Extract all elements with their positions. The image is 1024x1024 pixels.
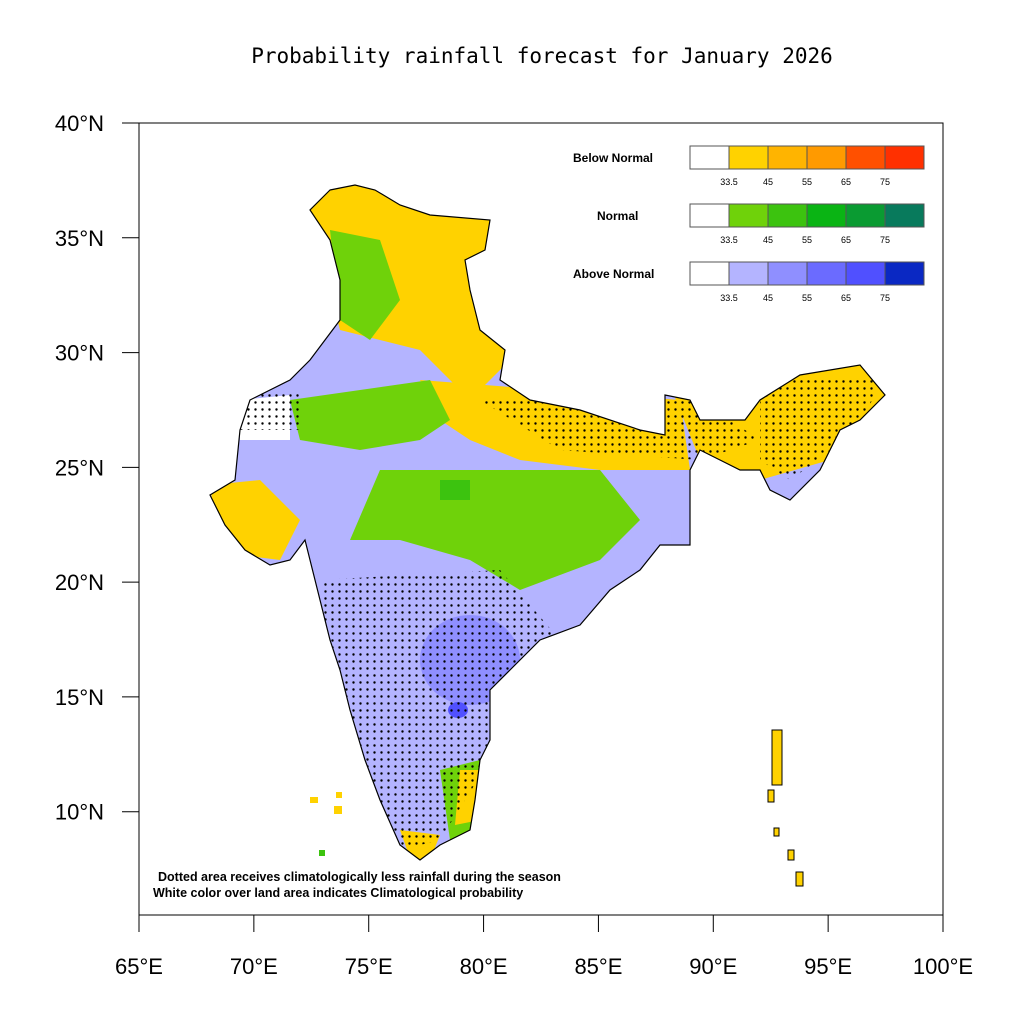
legend-tick-label: 75 — [880, 293, 890, 303]
legend-tick-label: 55 — [802, 293, 812, 303]
legend-swatch — [767, 145, 808, 170]
dotted-northeast — [760, 380, 880, 480]
legend-title: Below Normal — [573, 151, 653, 165]
lon-tick-label: 85°E — [574, 954, 622, 979]
map-title: Probability rainfall forecast for Januar… — [251, 44, 833, 68]
legend-swatch — [845, 261, 886, 286]
legend-swatch — [728, 203, 769, 228]
normal-northwest-region — [290, 380, 450, 450]
legend-tick-label: 55 — [802, 235, 812, 245]
legend-tick-label: 65 — [841, 235, 851, 245]
legend-swatch — [689, 261, 730, 286]
legend-swatch — [845, 145, 886, 170]
legend-swatch — [884, 203, 925, 228]
legend-tick-label: 33.5 — [720, 293, 738, 303]
dotted-gangetic — [480, 400, 760, 460]
lat-tick-label: 20°N — [55, 570, 104, 595]
legend-swatch — [728, 261, 769, 286]
legend-swatch — [884, 145, 925, 170]
note-white: White color over land area indicates Cli… — [153, 886, 523, 900]
legend-tick-label: 65 — [841, 293, 851, 303]
lat-tick-label: 15°N — [55, 685, 104, 710]
legend-tick-label: 45 — [763, 235, 773, 245]
legend-tick-label: 33.5 — [720, 235, 738, 245]
lat-tick-label: 30°N — [55, 341, 104, 366]
lon-tick-label: 65°E — [115, 954, 163, 979]
lon-tick-label: 90°E — [689, 954, 737, 979]
map-axes: 40°N 35°N 30°N 25°N 20°N 15°N 10°N 65°E 70°E 75°E… — [55, 111, 973, 979]
note-dotted: Dotted area receives climatologically le… — [158, 870, 561, 884]
india-boundary — [209, 184, 886, 861]
normal-central-region — [350, 470, 640, 590]
legend-tick-label: 45 — [763, 177, 773, 187]
lon-tick-label: 75°E — [345, 954, 393, 979]
dotted-peninsula — [320, 570, 560, 850]
dotted-west — [240, 390, 300, 430]
normal-jk-region — [330, 230, 400, 340]
legend-tick-label: 75 — [880, 235, 890, 245]
normal-45-region — [440, 480, 470, 500]
legend-swatch — [806, 203, 847, 228]
lon-tick-label: 100°E — [913, 954, 973, 979]
legend-swatch — [767, 203, 808, 228]
legend-swatch — [806, 261, 847, 286]
lat-tick-label: 25°N — [55, 455, 104, 480]
lon-tick-label: 80°E — [460, 954, 508, 979]
andaman-nicobar-islands — [767, 729, 804, 887]
legend-tick-label: 33.5 — [720, 177, 738, 187]
lat-tick-label: 35°N — [55, 226, 104, 251]
legend: Below Normal 33.5 45 55 65 75 Normal 33.5 45 55 65… — [573, 145, 925, 303]
lon-tick-label: 95°E — [804, 954, 852, 979]
lakshadweep-islands — [310, 792, 342, 856]
legend-tick-label: 75 — [880, 177, 890, 187]
legend-swatch — [806, 145, 847, 170]
legend-title: Above Normal — [573, 267, 654, 281]
legend-swatch — [689, 203, 730, 228]
legend-tick-label: 45 — [763, 293, 773, 303]
legend-tick-label: 55 — [802, 177, 812, 187]
legend-swatch — [884, 261, 925, 286]
legend-swatch — [767, 261, 808, 286]
legend-swatch — [689, 145, 730, 170]
lat-tick-label: 10°N — [55, 800, 104, 825]
legend-title: Normal — [597, 209, 638, 223]
legend-tick-label: 65 — [841, 177, 851, 187]
legend-swatch — [728, 145, 769, 170]
below-normal-north-region — [300, 185, 510, 400]
legend-swatch — [845, 203, 886, 228]
lat-tick-label: 40°N — [55, 111, 104, 136]
lon-tick-label: 70°E — [230, 954, 278, 979]
